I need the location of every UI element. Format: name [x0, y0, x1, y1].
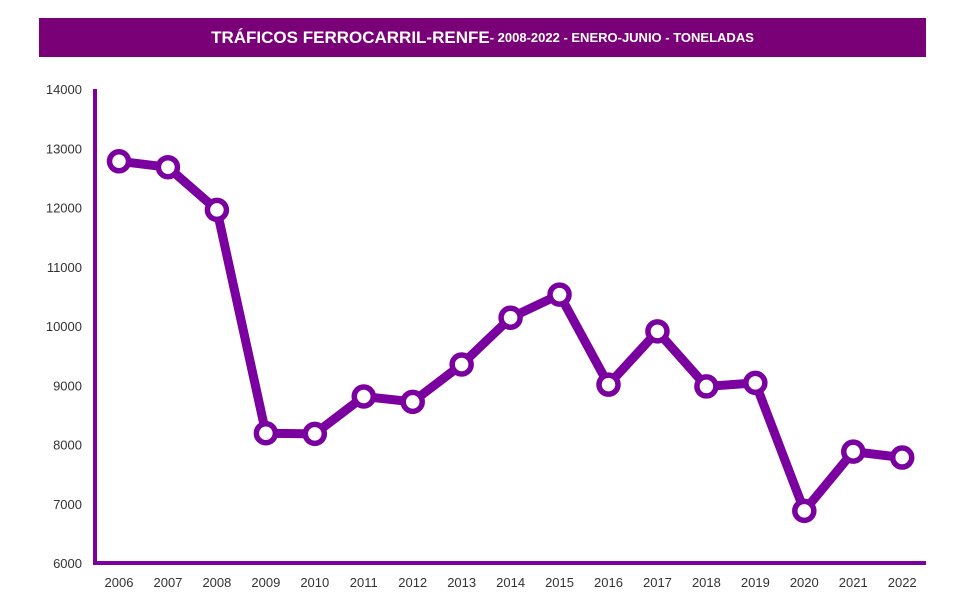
x-tick-label: 2014: [496, 575, 525, 590]
data-point-marker: [889, 445, 915, 470]
data-point-marker: [596, 372, 621, 397]
y-axis: 6000 7000 8000 9000 10000 11000 12000 13000 1400…: [46, 82, 97, 571]
data-point-marker: [547, 282, 572, 307]
data-points: [106, 149, 915, 524]
chart-subtitle: - 2008-2022 - ENERO-JUNIO - TONELADAS: [489, 30, 754, 45]
x-tick-label: 2016: [594, 575, 623, 590]
x-tick-label: 2015: [545, 575, 574, 590]
data-point-marker: [841, 439, 866, 464]
series-polyline: [114, 156, 907, 516]
data-point-marker: [449, 352, 474, 377]
y-tick-label: 10000: [46, 319, 82, 334]
data-point-marker: [400, 389, 425, 415]
x-tick-label: 2020: [790, 575, 819, 590]
y-tick-label: 11000: [47, 260, 82, 275]
y-tick-label: 6000: [53, 556, 82, 571]
data-point-marker: [743, 370, 768, 396]
y-tick-label: 13000: [46, 141, 82, 156]
chart-title-bar: TRÁFICOS FERROCARRIL-RENFE - 2008-2022 -…: [39, 18, 926, 57]
data-point-marker: [253, 420, 279, 446]
y-tick-label: 8000: [53, 438, 82, 453]
x-tick-label: 2013: [447, 575, 476, 590]
data-point-marker: [204, 197, 230, 223]
x-tick-label: 2019: [741, 575, 770, 590]
data-point-marker: [155, 154, 181, 180]
data-point-marker: [351, 384, 376, 409]
y-tick-label: 9000: [53, 378, 82, 393]
x-axis: 2006 2007 2008 2009 2010 2011 2012 2013 2014 2015…: [93, 561, 926, 590]
chart-title: TRÁFICOS FERROCARRIL-RENFE: [211, 27, 490, 47]
data-point-marker: [498, 305, 523, 330]
x-tick-label: 2017: [643, 575, 672, 590]
series-line: [114, 156, 907, 516]
x-tick-label: 2010: [300, 575, 329, 590]
y-tick-label: 12000: [46, 201, 82, 216]
x-tick-label: 2006: [105, 575, 134, 590]
data-point-marker: [106, 149, 132, 174]
x-tick-label: 2008: [202, 575, 231, 590]
y-tick-label: 7000: [53, 497, 82, 512]
x-tick-label: 2022: [888, 575, 917, 590]
x-tick-label: 2007: [153, 575, 182, 590]
x-tick-label: 2009: [251, 575, 280, 590]
x-tick-label: 2018: [692, 575, 721, 590]
data-point-marker: [645, 319, 670, 344]
x-tick-label: 2011: [350, 575, 378, 590]
x-tick-label: 2012: [398, 575, 427, 590]
x-tick-label: 2021: [839, 575, 868, 590]
data-point-marker: [792, 498, 817, 524]
y-tick-label: 14000: [46, 82, 82, 97]
data-point-marker: [694, 374, 719, 399]
data-point-marker: [302, 421, 328, 447]
